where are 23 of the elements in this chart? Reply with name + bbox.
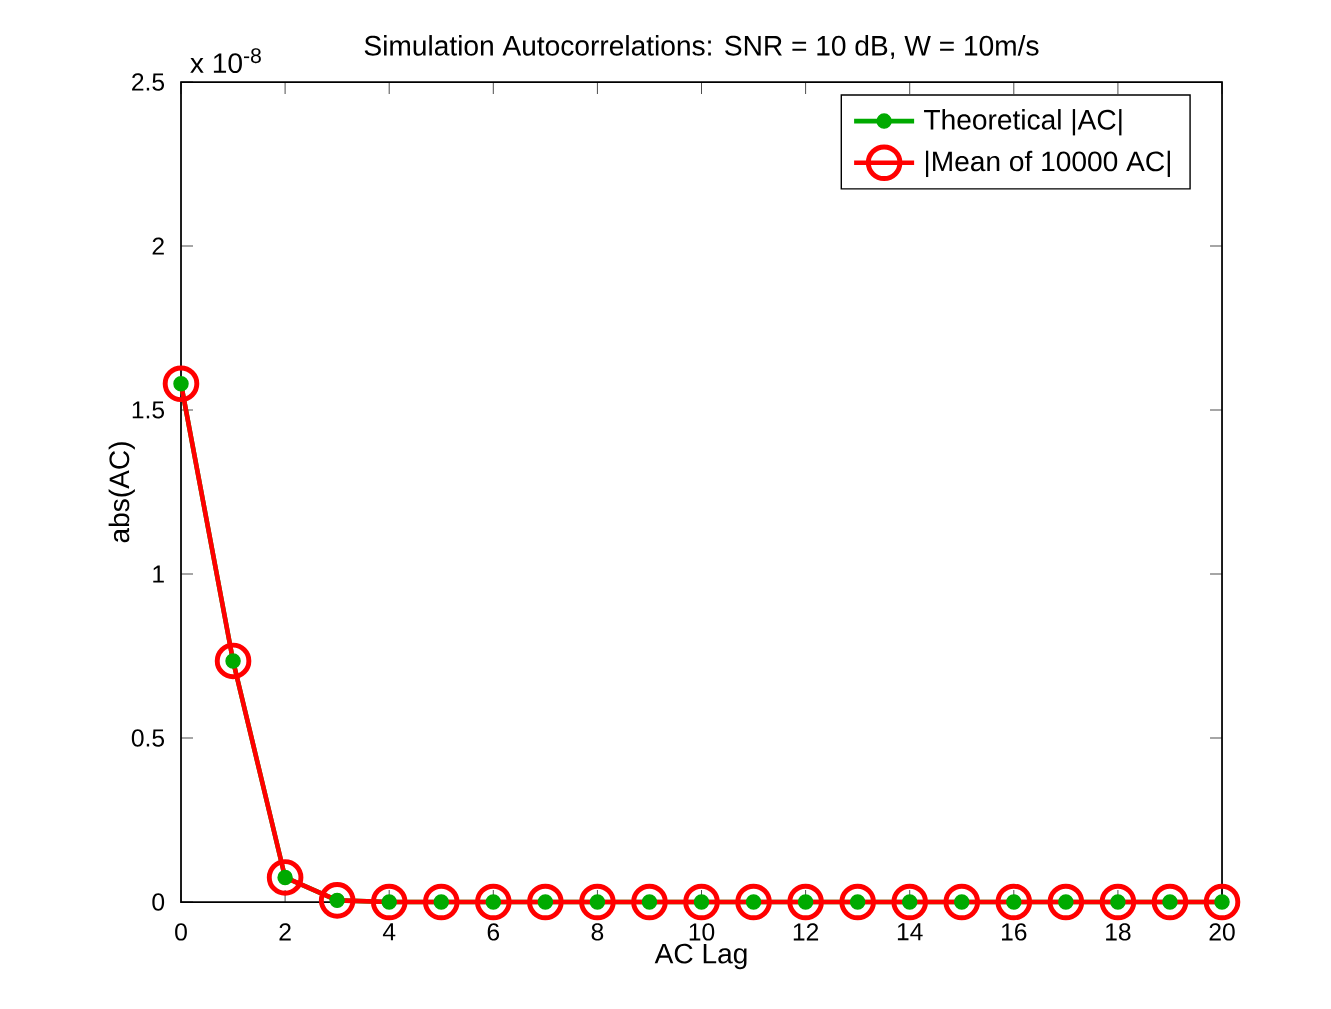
x-axis-title: AC Lag xyxy=(654,943,747,970)
x-tick-label: 14 xyxy=(897,923,923,941)
x-tick-label: 6 xyxy=(487,923,500,941)
x-tick-label: 16 xyxy=(1002,923,1027,941)
y-tick-label: 0.5 xyxy=(131,729,165,747)
x-tick-label: 20 xyxy=(1209,923,1235,941)
chart-title: Simulation Autocorrelations: SNR = 10 dB, W = 10m/s xyxy=(364,35,1039,60)
legend-label: Theoretical |AC| xyxy=(924,109,1122,136)
x-tick-label: 18 xyxy=(1106,923,1131,941)
x-tick-label: 12 xyxy=(793,923,819,941)
y-tick-label: 1.5 xyxy=(132,401,165,419)
x-tick-label: 2 xyxy=(279,923,291,941)
x-tick-label: 10 xyxy=(689,923,715,941)
x-tick-label: 4 xyxy=(382,923,396,941)
text: x 10$^{-8}$ xyxy=(190,48,261,74)
y-axis-title: abs(AC) xyxy=(108,442,135,543)
y-tick-label: 2.5 xyxy=(132,73,165,91)
x-tick-label: 0 xyxy=(175,923,187,941)
x-tick-label: 8 xyxy=(591,923,604,941)
y-tick-label: 1 xyxy=(153,565,164,583)
y-tick-label: 2 xyxy=(152,237,164,255)
legend-label: |Mean of 10000 AC| xyxy=(925,150,1170,178)
y-tick-label: 0 xyxy=(152,893,165,911)
